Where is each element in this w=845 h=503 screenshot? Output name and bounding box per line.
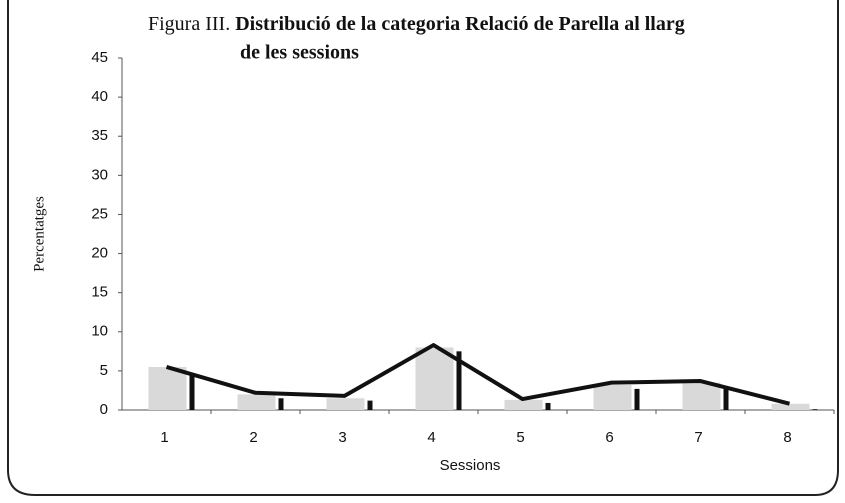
y-tick-label: 25 [91,205,108,222]
line [165,343,790,406]
y-tick-label: 5 [100,362,108,379]
bar [237,394,276,410]
title-prefix: Figura III. [148,13,230,35]
bar [812,409,818,410]
y-axis-label: Percentatges [31,196,47,272]
x-tick-label: 7 [694,429,702,446]
chart-title: Figura III. Distribució de la categoria R… [148,13,685,35]
bar [415,347,454,410]
x-tick-label: 2 [249,429,257,446]
y-tick-label: 35 [91,127,108,144]
bar [634,388,640,410]
y-tick-label: 15 [91,284,108,301]
title-line: de les sessions [240,42,359,64]
x-tick-label: 1 [160,429,168,446]
x-tick-label: 3 [338,429,346,446]
x-tick-label: 5 [516,429,524,446]
bar [545,402,551,410]
bar [326,398,365,410]
y-tick-label: 10 [91,323,108,340]
x-tick-label: 8 [783,429,791,446]
bar [723,388,729,410]
bar [456,351,462,410]
bar [367,400,373,410]
bar [148,366,187,410]
y-tick-label: 30 [91,166,108,183]
bar [682,382,721,410]
x-axis-label: Sessions [440,457,501,474]
title-line: Distribució de la categoria Relació de P… [235,13,685,35]
frame [7,0,839,496]
x-tick-label: 4 [427,429,435,446]
bar [504,399,543,410]
bar [278,398,284,410]
bar [189,374,195,410]
y-tick-label: 20 [91,245,108,262]
y-tick-label: 40 [91,88,108,105]
bar [593,384,632,410]
y-tick-label: 45 [91,49,108,66]
x-tick-label: 6 [605,429,613,446]
bar [771,403,810,410]
y-tick-label: 0 [100,401,108,418]
